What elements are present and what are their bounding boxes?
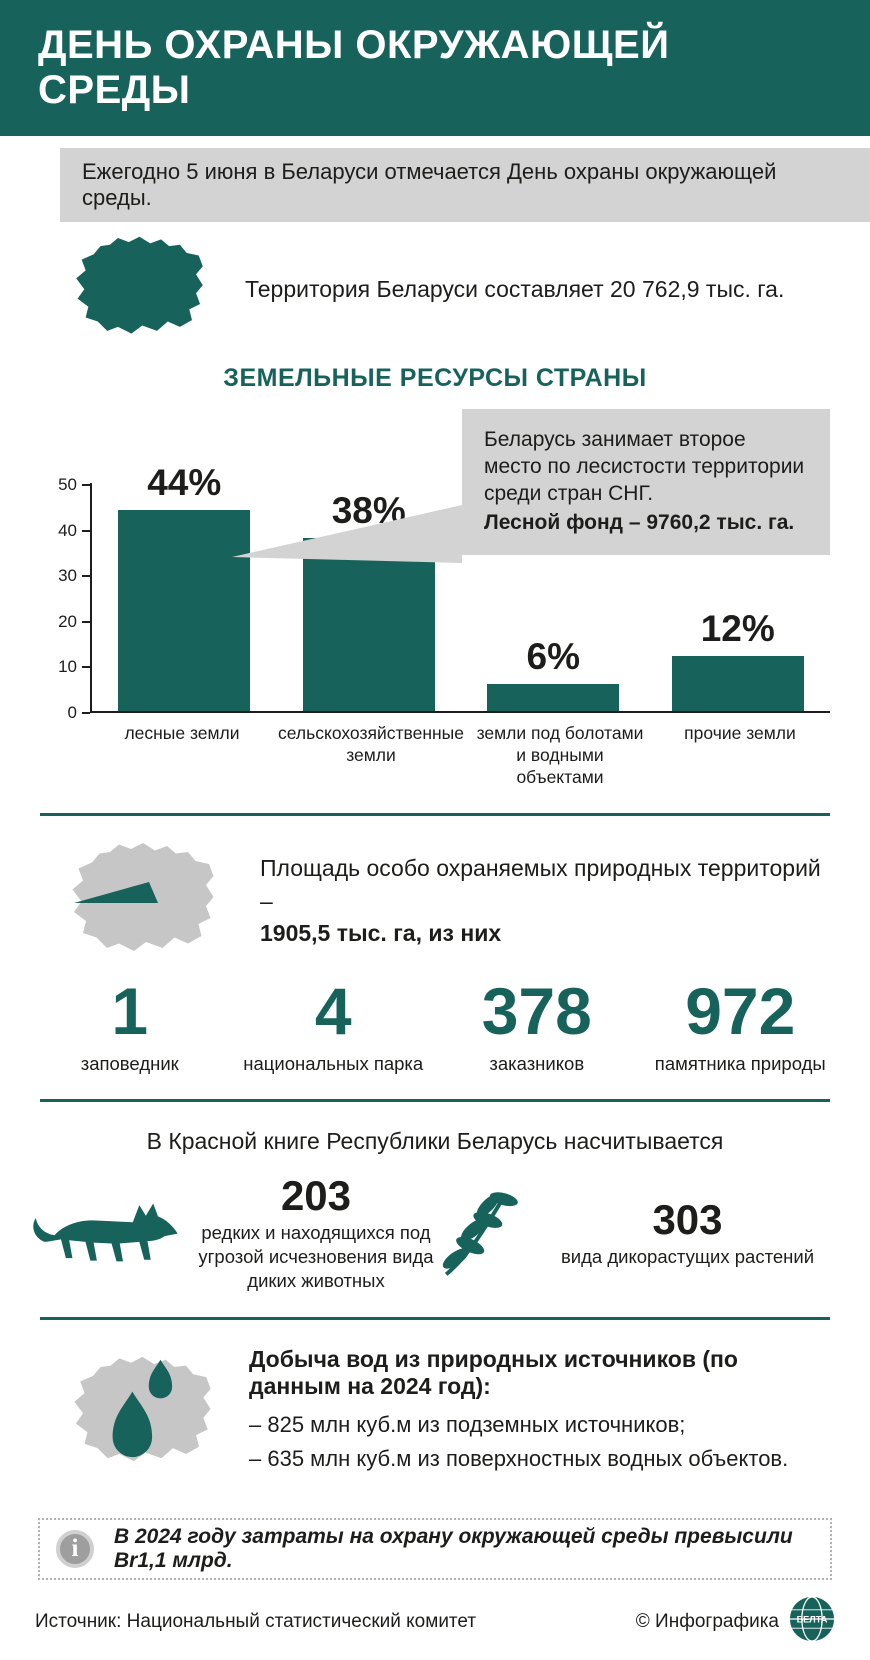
bar-cell-2: 6% — [461, 483, 646, 711]
belta-logo-text: БЕЛТА — [797, 1615, 828, 1625]
stat-label: национальных парка — [243, 1052, 424, 1074]
red-book-plants: 303 вида дикорастущих растений — [435, 1180, 840, 1285]
section-divider — [40, 812, 830, 816]
red-book-plants-text: 303 вида дикорастущих растений — [535, 1195, 840, 1269]
bar — [487, 683, 620, 711]
belarus-map-highlight-icon — [68, 840, 218, 962]
territory-section: Территория Беларуси составляет 20 762,9 … — [0, 222, 870, 344]
belarus-map-icon — [72, 234, 207, 344]
y-tick-0: 0 — [68, 703, 90, 723]
territory-text: Территория Беларуси составляет 20 762,9 … — [245, 275, 785, 302]
bar — [118, 510, 251, 711]
water-title: Добыча вод из природных источников (по д… — [249, 1346, 738, 1400]
info-icon: i — [56, 1530, 94, 1569]
info-note: i В 2024 году затраты на охрану окружающ… — [38, 1518, 832, 1581]
bar-value-label: 44% — [147, 462, 222, 504]
x-category-label: прочие земли — [684, 723, 796, 743]
chart-callout: Беларусь занимает второе место по лесист… — [462, 409, 830, 555]
y-tick-20: 20 — [58, 612, 90, 632]
stat-value: 378 — [481, 973, 592, 1048]
stat-value: 1 — [111, 973, 149, 1048]
plants-label: вида дикорастущих растений — [560, 1245, 815, 1267]
protected-stats-row: 1 заповедник 4 национальных парка 378 за… — [0, 962, 870, 1075]
callout-pointer-shape — [232, 505, 462, 572]
bar — [671, 656, 804, 711]
x-labels: лесные земли сельскохозяйственные земли зе… — [92, 723, 830, 789]
section-divider — [40, 1317, 830, 1321]
bar-value-label: 12% — [700, 608, 775, 650]
red-book-animals: 203 редких и находящихся под угрозой исч… — [30, 1171, 435, 1293]
y-axis-ticks: 0 10 20 30 40 50 — [40, 475, 90, 722]
protected-areas-text: Площадь особо охраняемых природных терри… — [260, 852, 830, 949]
fox-icon — [30, 1191, 185, 1274]
bar-cell-1: 38% — [277, 483, 462, 711]
source-text: Источник: Национальный статистический ко… — [35, 1611, 477, 1633]
belarus-map-water-icon — [70, 1354, 215, 1472]
red-book-animals-text: 203 редких и находящихся под угрозой исч… — [197, 1171, 435, 1293]
protected-areas-line2: 1905,5 тыс. га, из них — [260, 919, 502, 946]
bar-value-label: 6% — [526, 635, 580, 677]
bar-cell-3: 12% — [646, 483, 831, 711]
water-section: Добыча вод из природных источников (по д… — [0, 1344, 870, 1480]
belta-logo: БЕЛТА — [789, 1596, 835, 1648]
plants-count: 303 — [652, 1195, 723, 1243]
bar-cell-0: 44% — [92, 462, 277, 711]
protected-areas-section: Площадь особо охраняемых природных терри… — [0, 840, 870, 962]
page-title: ДЕНЬ ОХРАНЫ ОКРУЖАЮЩЕЙ СРЕДЫ — [0, 0, 870, 136]
plant-icon — [435, 1180, 523, 1285]
protected-areas-line1: Площадь особо охраняемых природных терри… — [260, 855, 821, 914]
y-tick-50: 50 — [58, 475, 90, 495]
callout-bold-text: Лесной фонд – 9760,2 тыс. га. — [484, 510, 795, 534]
water-item-surface: – 635 млн куб.м из поверхностных водных … — [249, 1446, 789, 1472]
x-category-label: земли под болотами и водными объектами — [476, 723, 644, 787]
red-book-section: 203 редких и находящихся под угрозой исч… — [0, 1171, 870, 1293]
stat-nature-monuments: 972 памятника природы — [639, 978, 843, 1075]
stat-label: заказников — [489, 1052, 585, 1074]
bar-chart: Беларусь занимает второе место по лесист… — [40, 409, 830, 789]
y-tick-30: 30 — [58, 566, 90, 586]
water-item-underground: – 825 млн куб.м из подземных источников; — [249, 1412, 686, 1438]
credit-text: © Инфографика — [635, 1611, 779, 1633]
intro-banner: Ежегодно 5 июня в Беларуси отмечается Де… — [60, 148, 870, 222]
callout-text: Беларусь занимает второе место по лесист… — [484, 428, 805, 505]
stat-reserve: 1 заповедник — [28, 978, 232, 1075]
stat-label: памятника природы — [654, 1052, 826, 1074]
stat-value: 4 — [314, 973, 352, 1048]
water-text: Добыча вод из природных источников (по д… — [249, 1346, 830, 1480]
stat-label: заповедник — [80, 1052, 179, 1074]
section-divider — [40, 1098, 830, 1102]
y-tick-40: 40 — [58, 521, 90, 541]
animals-label: редких и находящихся под угрозой исчезно… — [198, 1221, 434, 1292]
stat-value: 972 — [685, 973, 796, 1048]
bar — [302, 537, 435, 711]
footer: Источник: Национальный статистический ко… — [35, 1596, 835, 1648]
red-book-title: В Красной книге Республики Беларусь насч… — [146, 1127, 724, 1154]
x-category-label: лесные земли — [124, 723, 240, 743]
y-tick-10: 10 — [58, 657, 90, 677]
stat-national-parks: 4 национальных парка — [232, 978, 436, 1075]
animals-count: 203 — [280, 1171, 352, 1219]
bar-chart-plot: 44% 38% 6% 12% — [90, 462, 831, 713]
x-category-label: сельскохозяйственные земли — [278, 723, 464, 765]
stat-sanctuaries: 378 заказников — [435, 978, 639, 1075]
chart-section-title: ЗЕМЕЛЬНЫЕ РЕСУРСЫ СТРАНЫ — [223, 364, 647, 392]
